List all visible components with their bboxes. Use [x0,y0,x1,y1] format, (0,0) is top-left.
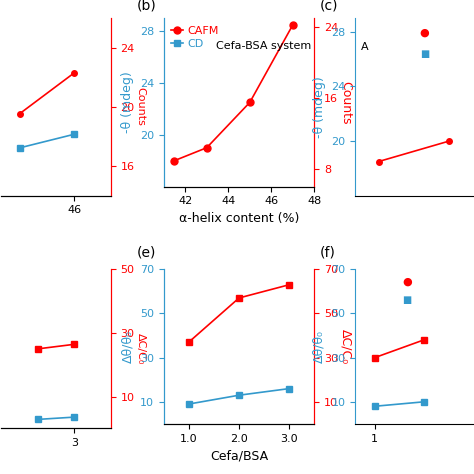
Y-axis label: ΔC/C₀: ΔC/C₀ [339,329,352,364]
Y-axis label: -θ (mdeg): -θ (mdeg) [312,76,326,138]
Text: Cefa-BSA system: Cefa-BSA system [217,40,312,51]
Y-axis label: Δθ/θ₀: Δθ/θ₀ [121,330,134,363]
Y-axis label: ΔC/C₀: ΔC/C₀ [136,333,146,365]
X-axis label: Cefa/BSA: Cefa/BSA [210,449,268,462]
Text: ■: ■ [402,295,411,305]
Legend: CAFM, CD: CAFM, CD [169,24,220,52]
Text: ●: ● [420,28,429,38]
Text: (e): (e) [137,246,156,260]
Text: (f): (f) [320,246,336,260]
X-axis label: α-helix content (%): α-helix content (%) [179,212,299,225]
Text: ●: ● [402,277,412,287]
Text: A: A [361,42,369,52]
Text: (c): (c) [320,0,338,12]
Y-axis label: Δθ/θ₀: Δθ/θ₀ [313,330,326,363]
Text: (b): (b) [137,0,156,13]
Y-axis label: Counts: Counts [136,88,146,127]
Text: ■: ■ [420,49,429,59]
Y-axis label: -θ (mdeg): -θ (mdeg) [121,72,134,133]
Y-axis label: Counts: Counts [339,81,352,124]
